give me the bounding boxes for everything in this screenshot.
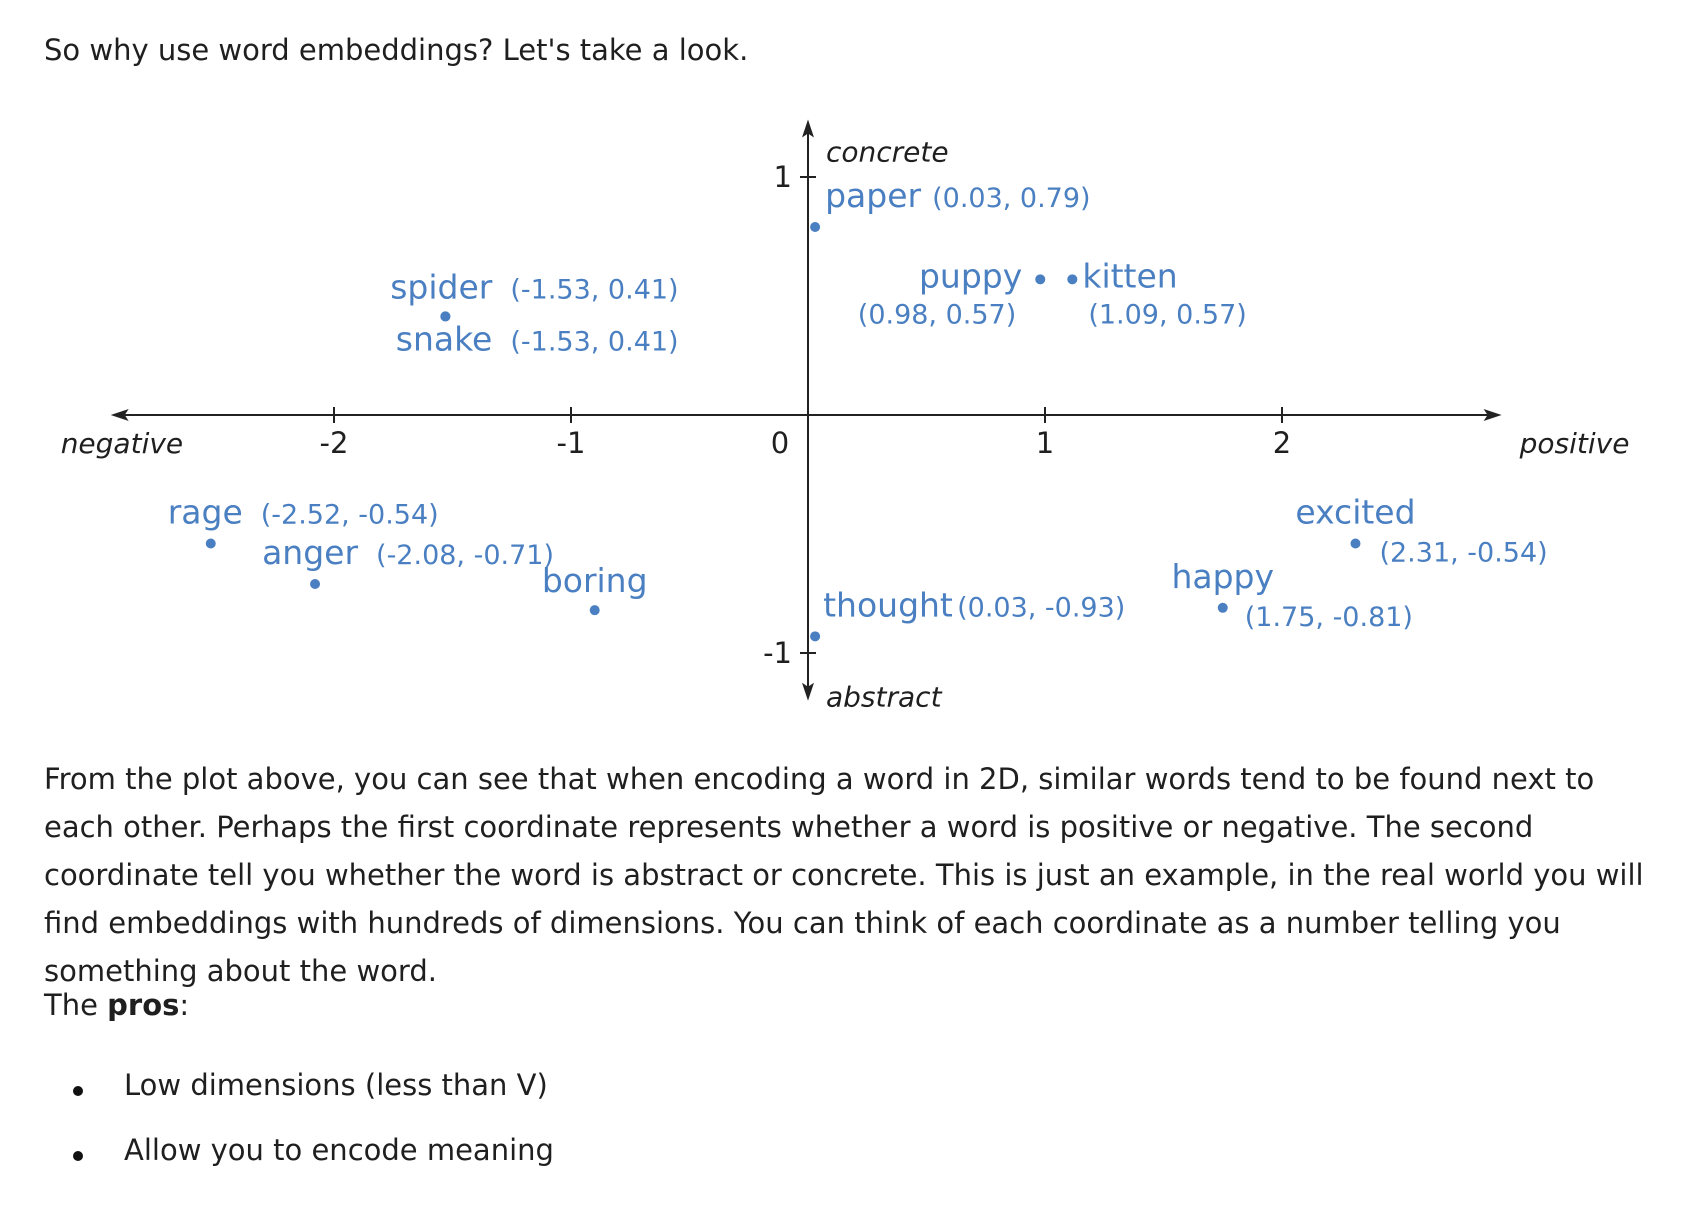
bullet-icon <box>73 1151 83 1161</box>
word-label-puppy: puppy <box>919 256 1022 295</box>
point-puppy <box>1035 274 1046 285</box>
y-tick-label: -1 <box>763 636 792 670</box>
pros-item: Low dimensions (less than V) <box>124 1068 548 1102</box>
x-tick-label: -1 <box>557 426 586 460</box>
x-tick-label: 0 <box>771 426 789 460</box>
y-tick-label: 1 <box>774 160 792 194</box>
x-tick-label: -2 <box>320 426 349 460</box>
y-axis-bottom-arrow <box>802 682 814 701</box>
point-excited <box>1350 538 1361 549</box>
coord-label-snake: (-1.53, 0.41) <box>510 326 678 357</box>
point-happy <box>1217 602 1228 613</box>
point-kitten <box>1067 274 1078 285</box>
point-rage <box>205 538 216 549</box>
word-label-boring: boring <box>542 561 648 600</box>
y-negative-label: abstract <box>826 681 943 714</box>
coord-label-anger: (-2.08, -0.71) <box>376 540 554 571</box>
intro-text: So why use word embeddings? Let's take a… <box>44 33 749 67</box>
word-label-thought: thought <box>823 585 953 624</box>
x-axis-right-arrow <box>1483 409 1502 421</box>
coord-label-puppy: (0.98, 0.57) <box>858 299 1016 330</box>
coord-label-happy: (1.75, -0.81) <box>1245 602 1413 633</box>
y-positive-label: concrete <box>826 136 949 169</box>
x-axis-left-arrow <box>110 409 129 421</box>
pros-prefix: The <box>44 988 108 1022</box>
point-thought <box>810 631 821 642</box>
explanation-paragraph: From the plot above, you can see that wh… <box>44 762 1644 988</box>
word-label-spider: spider <box>390 267 493 306</box>
word-label-kitten: kitten <box>1082 256 1177 295</box>
coord-label-rage: (-2.52, -0.54) <box>261 500 439 531</box>
word-label-paper: paper <box>825 176 921 215</box>
pros-heading: The pros: <box>44 985 189 1025</box>
bullet-icon <box>73 1086 83 1096</box>
word-label-rage: rage <box>168 493 243 532</box>
word-label-anger: anger <box>262 533 358 572</box>
x-negative-label: negative <box>61 427 183 460</box>
point-snake <box>440 311 451 322</box>
pros-item: Allow you to encode meaning <box>124 1133 554 1167</box>
point-paper <box>810 221 821 232</box>
coord-label-paper: (0.03, 0.79) <box>932 183 1090 214</box>
coord-label-excited: (2.31, -0.54) <box>1379 538 1547 569</box>
pros-suffix: : <box>179 988 190 1022</box>
point-anger <box>310 578 321 589</box>
x-tick-label: 2 <box>1273 426 1291 460</box>
word-label-happy: happy <box>1171 557 1274 596</box>
y-axis-top-arrow <box>802 119 814 138</box>
coord-label-kitten: (1.09, 0.57) <box>1088 299 1246 330</box>
word-label-excited: excited <box>1295 493 1415 532</box>
embedding-plot: -2 -1 0 1 2 1 -1 negative positive concrete abstra… <box>61 119 1630 714</box>
x-positive-label: positive <box>1519 427 1630 460</box>
x-tick-label: 1 <box>1036 426 1054 460</box>
coord-label-spider: (-1.53, 0.41) <box>510 274 678 305</box>
coord-label-thought: (0.03, -0.93) <box>957 592 1125 623</box>
pros-bold: pros <box>107 988 180 1022</box>
point-boring <box>589 605 600 616</box>
word-label-snake: snake <box>396 319 493 358</box>
